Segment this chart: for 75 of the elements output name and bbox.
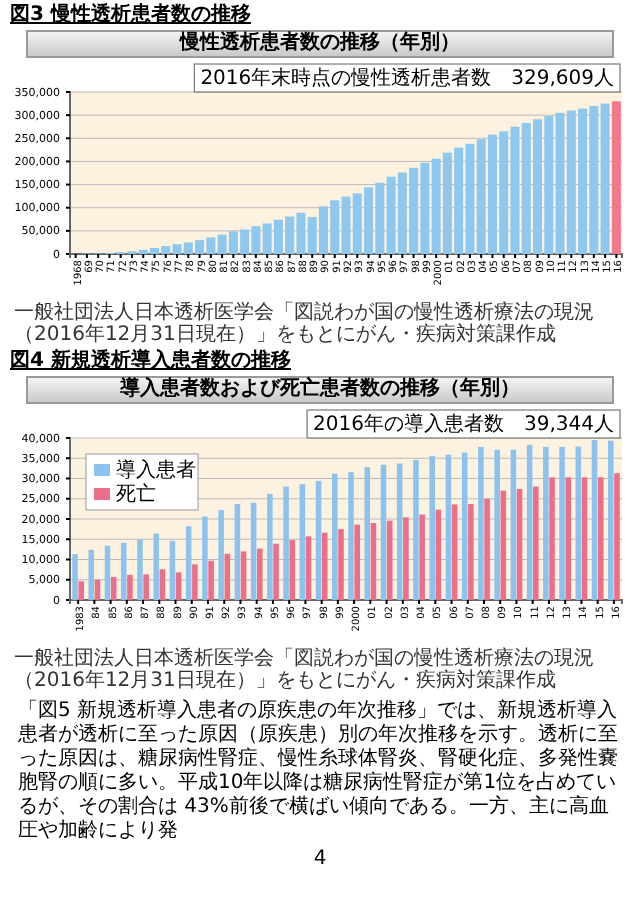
text: 2016年の導入患者数 39,344人 xyxy=(313,412,614,436)
bar xyxy=(597,477,604,600)
bar xyxy=(591,440,598,600)
bar xyxy=(267,493,273,600)
bar xyxy=(445,454,452,600)
bar xyxy=(380,464,387,600)
legend-label: 死亡 xyxy=(116,482,156,506)
bar xyxy=(169,540,176,600)
bar xyxy=(218,510,224,600)
bar xyxy=(250,502,257,600)
bar xyxy=(510,449,517,600)
bar xyxy=(208,560,214,600)
text: 4 xyxy=(311,848,329,870)
bar xyxy=(234,504,241,600)
bar xyxy=(370,523,377,600)
bar xyxy=(526,444,533,600)
bar xyxy=(185,526,192,600)
bar xyxy=(348,472,354,600)
bar xyxy=(110,576,117,600)
bar xyxy=(403,517,409,600)
bar xyxy=(321,532,328,600)
bar xyxy=(192,564,198,600)
bar xyxy=(273,543,279,600)
bar xyxy=(299,484,306,600)
bar xyxy=(257,548,263,600)
legend-label: 導入患者 xyxy=(116,458,196,482)
bar xyxy=(289,540,296,600)
bar xyxy=(581,477,588,600)
bar xyxy=(419,514,425,600)
bar xyxy=(143,574,149,600)
chart-title: 図3 慢性透析患者数の推移 xyxy=(10,4,253,28)
bar xyxy=(565,477,572,600)
text: 「図5 新規透析導入患者の原疾患の年次推移」では、新規透析導入患者が透析に至った原因（原疾患）別の年次推移を示す。透析に至った原因は、糖尿病性腎症、慢性糸球体腎炎、腎硬化症、多発性嚢胞腎の順に多い。平成10年以降は糖尿病性腎症が第1位を占めているが、その割合は 43%前後で横ばい傾向である。一方、主に高血圧や加齢により発 xyxy=(18,700,620,844)
bar xyxy=(72,554,78,600)
bar xyxy=(153,533,159,600)
bar xyxy=(549,477,555,600)
bar xyxy=(543,446,549,600)
text: 一般社団法人日本透析医学会「図説わが国の慢性透析療法の現況（2016年12月31日現在）」をもとにがん・疾病対策課作成 xyxy=(14,648,596,692)
bar xyxy=(413,459,419,600)
bar xyxy=(137,539,143,600)
bar xyxy=(338,529,344,600)
bar xyxy=(461,452,468,600)
bar xyxy=(533,486,539,600)
bar xyxy=(127,574,133,600)
bar xyxy=(354,524,360,600)
bar xyxy=(283,486,289,600)
bar xyxy=(468,504,474,600)
chart-subtitle: 導入患者数および死亡患者数の推移（年別） xyxy=(26,376,614,404)
bar xyxy=(88,549,95,600)
bar xyxy=(494,449,500,600)
bar xyxy=(608,440,614,600)
bar xyxy=(159,569,166,600)
bar xyxy=(396,463,403,600)
bar xyxy=(484,498,490,600)
bar xyxy=(614,473,620,600)
bar xyxy=(516,489,523,600)
bar xyxy=(478,446,484,600)
bar xyxy=(429,455,435,600)
text: 一般社団法人日本透析医学会「図説わが国の慢性透析療法の現況（2016年12月31日現在）」をもとにがん・疾病対策課作成 xyxy=(14,302,596,346)
bar xyxy=(175,572,182,600)
bar xyxy=(364,467,371,600)
bar xyxy=(202,516,208,600)
bar xyxy=(559,446,565,600)
bar xyxy=(240,551,247,600)
bar xyxy=(451,504,458,600)
text: 2016年末時点の慢性透析患者数 329,609人 xyxy=(200,66,614,90)
bar xyxy=(315,480,322,600)
chart-title: 図4 新規透析導入患者数の推移 xyxy=(10,350,293,374)
chart-subtitle: 慢性透析患者数の推移（年別） xyxy=(26,30,614,58)
bar xyxy=(305,536,312,600)
bar xyxy=(575,446,582,600)
bar xyxy=(611,101,621,254)
bar xyxy=(332,473,338,600)
bar xyxy=(120,542,127,600)
bar xyxy=(78,581,84,600)
